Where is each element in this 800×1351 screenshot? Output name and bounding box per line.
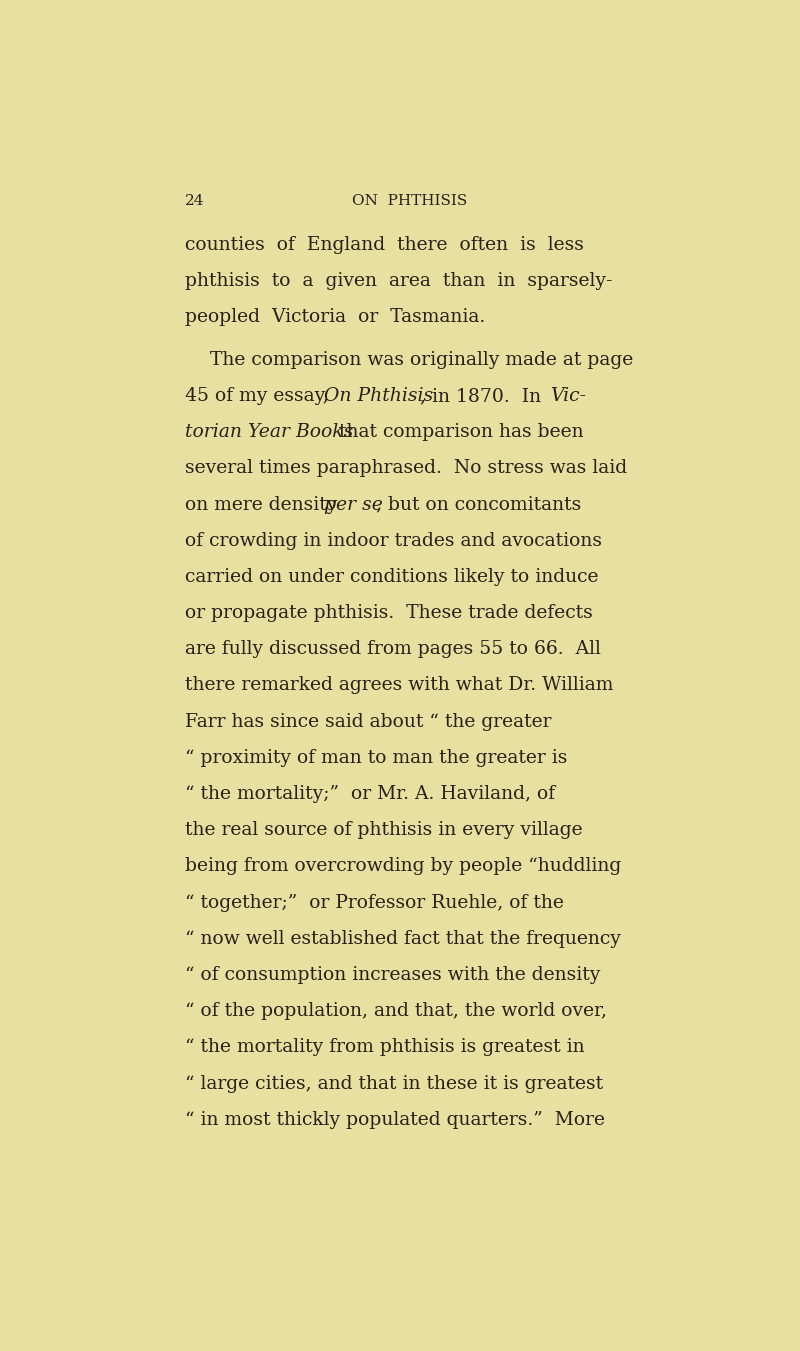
Text: “ proximity of man to man the greater is: “ proximity of man to man the greater is: [186, 748, 568, 767]
Text: Vic-: Vic-: [550, 386, 586, 405]
Text: or propagate phthisis.  These trade defects: or propagate phthisis. These trade defec…: [186, 604, 593, 621]
Text: 24: 24: [186, 193, 205, 208]
Text: of crowding in indoor trades and avocations: of crowding in indoor trades and avocati…: [186, 532, 602, 550]
Text: “ of the population, and that, the world over,: “ of the population, and that, the world…: [186, 1002, 607, 1020]
Text: counties  of  England  there  often  is  less: counties of England there often is less: [186, 236, 584, 254]
Text: several times paraphrased.  No stress was laid: several times paraphrased. No stress was…: [186, 459, 627, 477]
Text: the real source of phthisis in every village: the real source of phthisis in every vil…: [186, 821, 583, 839]
Text: The comparison was originally made at page: The comparison was originally made at pa…: [210, 351, 634, 369]
Text: “ large cities, and that in these it is greatest: “ large cities, and that in these it is …: [186, 1074, 603, 1093]
Text: being from overcrowding by people “huddling: being from overcrowding by people “huddl…: [186, 858, 622, 875]
Text: Farr has since said about “ the greater: Farr has since said about “ the greater: [186, 713, 552, 731]
Text: peopled  Victoria  or  Tasmania.: peopled Victoria or Tasmania.: [186, 308, 486, 327]
Text: , in 1870.  In: , in 1870. In: [420, 386, 547, 405]
Text: “ of consumption increases with the density: “ of consumption increases with the dens…: [186, 966, 601, 984]
Text: “ now well established fact that the frequency: “ now well established fact that the fre…: [186, 929, 621, 948]
Text: , but on concomitants: , but on concomitants: [376, 496, 582, 513]
Text: “ the mortality from phthisis is greatest in: “ the mortality from phthisis is greates…: [186, 1039, 585, 1056]
Text: “ the mortality;”  or Mr. A. Haviland, of: “ the mortality;” or Mr. A. Haviland, of: [186, 785, 555, 802]
Text: torian Year Books: torian Year Books: [186, 423, 354, 442]
Text: “ together;”  or Professor Ruehle, of the: “ together;” or Professor Ruehle, of the: [186, 893, 564, 912]
Text: “ in most thickly populated quarters.”  More: “ in most thickly populated quarters.” M…: [186, 1111, 606, 1128]
Text: per se: per se: [324, 496, 383, 513]
Text: ON  PHTHISIS: ON PHTHISIS: [352, 193, 468, 208]
Text: phthisis  to  a  given  area  than  in  sparsely-: phthisis to a given area than in sparsel…: [186, 273, 613, 290]
Text: 45 of my essay,: 45 of my essay,: [186, 386, 335, 405]
Text: on mere density: on mere density: [186, 496, 344, 513]
Text: carried on under conditions likely to induce: carried on under conditions likely to in…: [186, 567, 598, 586]
Text: there remarked agrees with what Dr. William: there remarked agrees with what Dr. Will…: [186, 677, 614, 694]
Text: are fully discussed from pages 55 to 66.  All: are fully discussed from pages 55 to 66.…: [186, 640, 601, 658]
Text: On Phthisis: On Phthisis: [324, 386, 434, 405]
Text: that comparison has been: that comparison has been: [333, 423, 583, 442]
